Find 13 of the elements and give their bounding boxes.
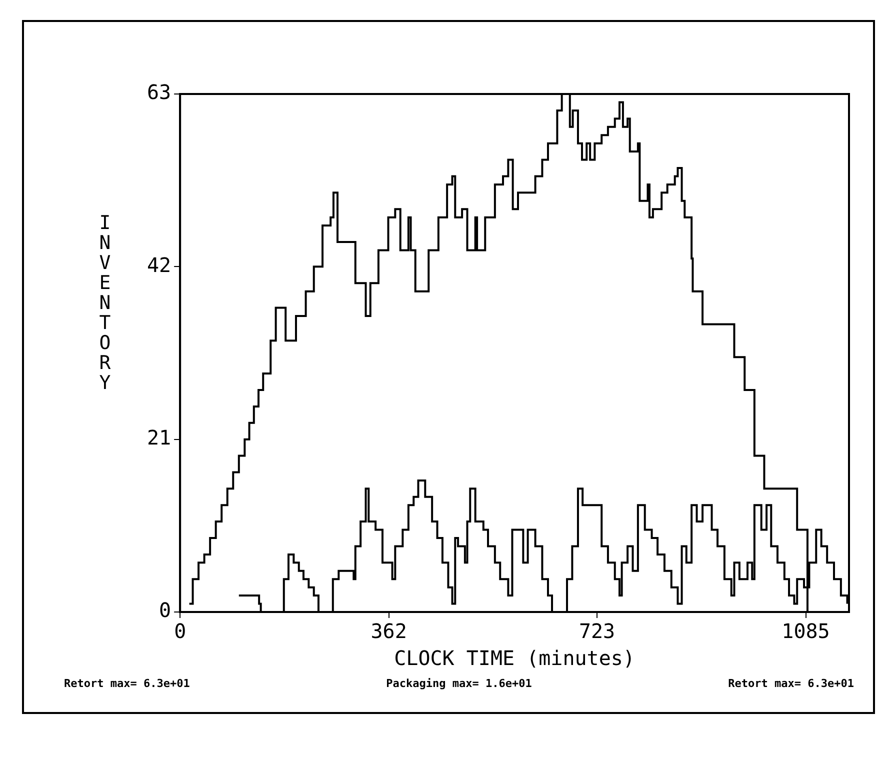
x-tick-label: 1085 — [782, 619, 830, 644]
x-axis-title: CLOCK TIME (minutes) — [394, 646, 635, 670]
y-tick-label: 42 — [146, 252, 172, 277]
x-tick-label: 723 — [578, 619, 616, 644]
text: Retort max= 6.3e+01 — [728, 677, 854, 690]
y-axis-title: INVENTORY — [94, 212, 116, 392]
y-tick-label: 0 — [159, 598, 172, 622]
text: Packaging max= 1.6e+01 — [386, 677, 532, 690]
x-tick-label: 0 — [174, 619, 186, 644]
x-tick-label: 362 — [370, 619, 407, 644]
text: Retort max= 6.3e+01 — [64, 677, 190, 690]
y-tick-label: 21 — [146, 426, 172, 450]
y-tick-label: 63 — [146, 80, 172, 104]
